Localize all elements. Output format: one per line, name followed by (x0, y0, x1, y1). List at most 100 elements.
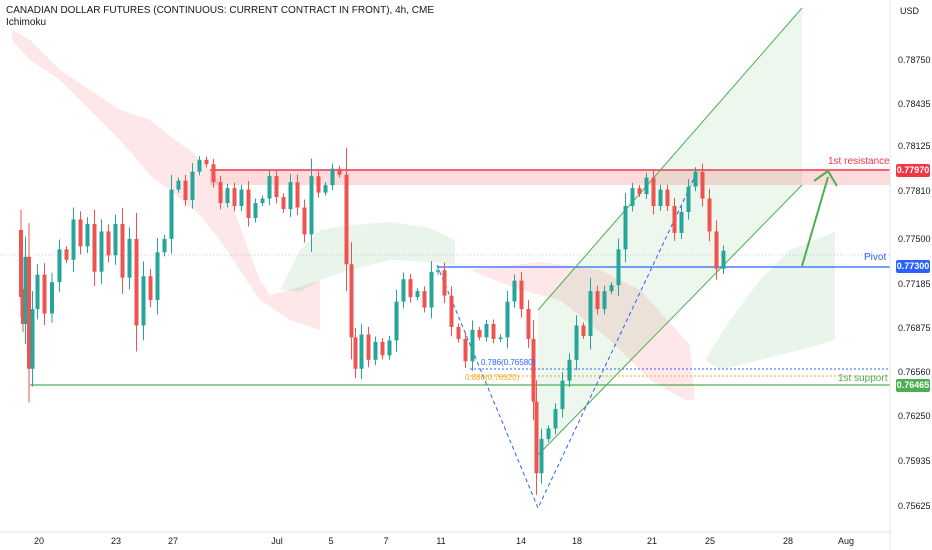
candle-body (373, 341, 378, 360)
candle-body (176, 180, 181, 190)
candle-body (574, 325, 579, 360)
candle-body (679, 212, 684, 233)
candle-body (349, 264, 354, 338)
candle-body (337, 168, 342, 175)
candle-body (630, 188, 635, 207)
candle-body (21, 297, 25, 324)
candle-body (498, 337, 503, 339)
candle-body (588, 291, 593, 336)
ichimoku-cloud-green (280, 222, 455, 292)
channel-lower (537, 184, 803, 456)
candle-body (218, 182, 223, 204)
candle-body (553, 409, 558, 429)
candle-body (534, 401, 539, 474)
time-tick-label: 28 (783, 536, 793, 546)
candle-body (616, 249, 621, 286)
candle-body (353, 337, 358, 369)
time-tick-label: 14 (516, 536, 526, 546)
candle-body (260, 198, 265, 204)
candle-body (225, 188, 230, 204)
candle-body (658, 189, 663, 207)
time-tick-label: 23 (111, 536, 121, 546)
candle-body (693, 171, 698, 187)
candle-body (281, 197, 286, 210)
candle-body (162, 238, 167, 253)
fib-0886-label: 0.886(0.76520) (465, 373, 520, 382)
candle-body (602, 291, 607, 310)
candle-body (19, 229, 23, 298)
price-tick-label: 0.75625 (898, 501, 931, 511)
time-tick-label: 5 (328, 536, 333, 546)
price-tick-label: 0.78435 (898, 99, 931, 109)
candle-body (127, 238, 132, 278)
candle-body (120, 223, 125, 278)
candle-body (387, 340, 392, 356)
price-tick-label: 0.78750 (898, 55, 931, 65)
candle-body (415, 291, 420, 298)
fib-0786-label: 0.786(0.76580) (481, 358, 536, 367)
support-price-badge: 0.76465 (896, 379, 930, 392)
indicator-label[interactable]: Ichimoku (6, 17, 47, 28)
candle-body (519, 280, 524, 310)
channel-fill (538, 8, 802, 455)
candle-body (408, 279, 413, 298)
candle-body (567, 359, 572, 381)
candle-body (169, 189, 174, 239)
candle-body (477, 329, 482, 338)
candle-body (155, 252, 160, 301)
candle-body (295, 182, 300, 208)
candle-body (665, 189, 670, 207)
candle-body (609, 285, 614, 292)
price-tick-label: 0.76560 (898, 367, 931, 377)
candle-body (232, 188, 237, 207)
time-tick-label: 18 (572, 536, 582, 546)
currency-label: USD (900, 6, 920, 16)
candle-body (686, 186, 691, 212)
resistance-zone (210, 170, 890, 185)
candle-body (595, 291, 600, 310)
candle-body (211, 164, 216, 183)
candle-body (148, 276, 153, 301)
candle-body (707, 198, 712, 232)
candle-body (512, 280, 517, 302)
candle-body (366, 334, 371, 360)
candle-body (531, 338, 536, 402)
candle-body (637, 188, 642, 195)
time-tick-label: Jul (271, 536, 283, 546)
candle-body (672, 206, 677, 233)
candle-body (27, 256, 31, 369)
candle-body (700, 171, 705, 199)
candle-body (99, 231, 104, 272)
price-tick-label: 0.77185 (898, 279, 931, 289)
support-label: 1st support (838, 373, 888, 384)
candle-body (288, 182, 293, 210)
candle-body (359, 334, 364, 369)
ichimoku-cloud-red-2 (470, 262, 695, 400)
candle-body (253, 203, 258, 218)
price-tick-label: 0.77810 (898, 186, 931, 196)
candle-body (78, 219, 83, 247)
candle-body (484, 323, 489, 338)
price-tick-label: 0.75935 (898, 456, 931, 466)
resistance-label: 1st resistance (828, 156, 890, 167)
candle-body (204, 159, 209, 165)
candle-body (134, 238, 139, 326)
candle-body (92, 223, 97, 272)
chart-title: CANADIAN DOLLAR FUTURES (CONTINUOUS: CUR… (6, 5, 434, 16)
candle-body (344, 174, 349, 265)
candle-body (330, 168, 335, 186)
time-tick-label: 11 (436, 536, 445, 546)
candle-body (449, 295, 454, 327)
candle-body (623, 206, 628, 250)
candle-body (85, 223, 90, 247)
time-tick-label: 20 (34, 536, 44, 546)
candle-body (50, 282, 54, 314)
candle-body (309, 176, 314, 235)
time-tick-label: Aug (838, 536, 854, 546)
price-tick-label: 0.76250 (898, 411, 931, 421)
candle-body (546, 428, 551, 439)
pivot-price-badge: 0.77300 (896, 260, 930, 273)
candle-body (505, 301, 510, 338)
candle-body (491, 323, 496, 339)
